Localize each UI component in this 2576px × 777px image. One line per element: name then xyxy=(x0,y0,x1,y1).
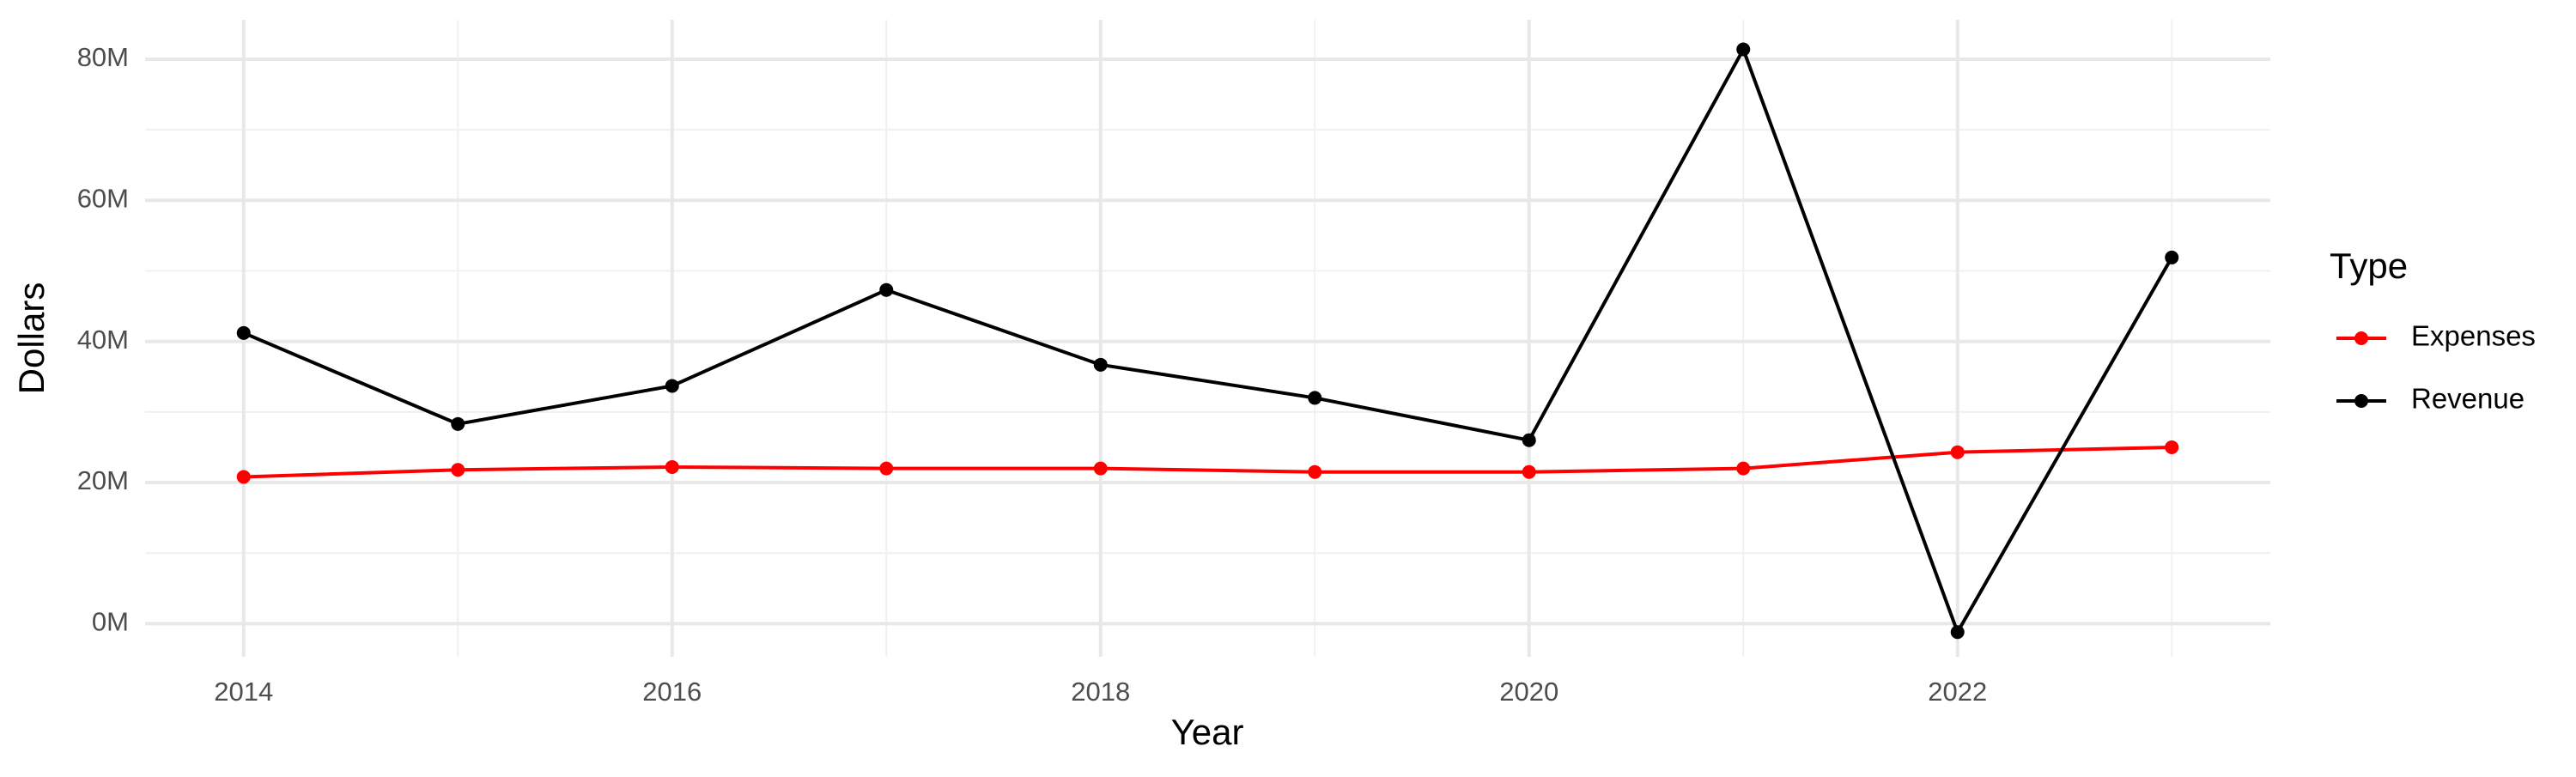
data-point xyxy=(2165,440,2179,454)
y-axis-title: Dollars xyxy=(11,282,52,395)
series-line xyxy=(243,445,2172,479)
x-tick-label: 2022 xyxy=(1928,677,1987,707)
data-point xyxy=(451,416,465,431)
y-tick-label: 40M xyxy=(77,325,129,355)
data-point xyxy=(1308,464,1322,479)
data-point xyxy=(879,461,894,476)
x-tick-label: 2020 xyxy=(1499,677,1558,707)
data-point xyxy=(665,459,679,474)
legend-label: Expenses xyxy=(2411,320,2536,352)
series-line xyxy=(242,45,2173,636)
data-point xyxy=(1736,42,1751,57)
data-point xyxy=(1736,461,1751,476)
legend-marker xyxy=(2354,331,2368,345)
data-point xyxy=(1950,445,1965,459)
data-point xyxy=(1093,461,1108,476)
legend-title: Type xyxy=(2330,246,2408,286)
y-tick-label: 80M xyxy=(77,42,129,72)
data-point xyxy=(451,463,465,477)
x-tick-label: 2016 xyxy=(642,677,702,707)
data-point xyxy=(236,470,251,484)
x-tick-label: 2014 xyxy=(214,677,273,707)
legend-marker xyxy=(2354,394,2368,408)
data-point xyxy=(1093,357,1108,372)
data-point xyxy=(1522,433,1536,447)
data-point xyxy=(1522,464,1536,479)
legend-label: Revenue xyxy=(2411,383,2524,415)
data-point xyxy=(1950,625,1965,640)
data-point xyxy=(879,282,894,297)
data-point xyxy=(236,325,251,340)
x-axis-title: Year xyxy=(1171,712,1244,752)
y-tick-label: 60M xyxy=(77,184,129,214)
y-tick-label: 20M xyxy=(77,465,129,495)
y-tick-label: 0M xyxy=(92,607,129,637)
data-point xyxy=(1308,391,1322,405)
data-point xyxy=(2165,250,2179,264)
x-tick-label: 2018 xyxy=(1071,677,1130,707)
data-point xyxy=(665,379,679,393)
